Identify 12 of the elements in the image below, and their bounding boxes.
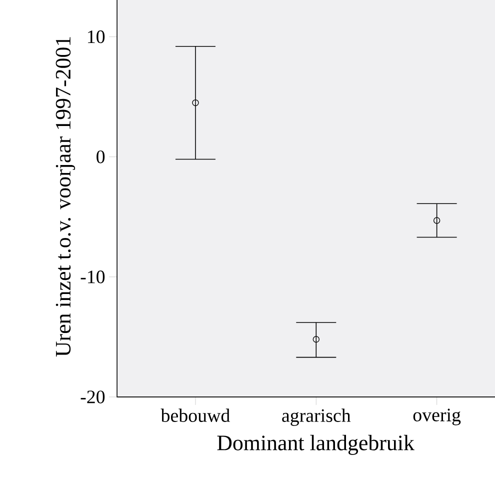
x-tick-label: overig <box>413 408 461 426</box>
y-tick-label: 0 <box>96 150 105 164</box>
x-tick-label: bebouwd <box>160 408 230 422</box>
y-axis-title: Uren inzet t.o.v. voorjaar 1997-2001 <box>56 37 76 357</box>
point <box>433 217 440 224</box>
y-tick-label: -10 <box>80 270 105 284</box>
y-tick-label: 10 <box>88 30 105 44</box>
x-tick-label: agrarisch <box>282 408 351 426</box>
point <box>192 99 199 106</box>
x-axis-title: Dominant landgebruik <box>217 434 414 455</box>
point <box>312 336 320 343</box>
y-tick-label: -20 <box>80 390 105 404</box>
